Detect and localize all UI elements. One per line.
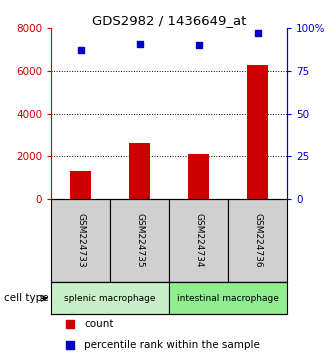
Text: GSM224734: GSM224734 xyxy=(194,213,203,268)
Bar xyxy=(228,199,287,282)
Text: GSM224735: GSM224735 xyxy=(135,213,144,268)
Bar xyxy=(169,282,287,314)
Text: count: count xyxy=(84,319,114,329)
Bar xyxy=(169,199,228,282)
Text: GSM224736: GSM224736 xyxy=(253,213,262,268)
Point xyxy=(137,41,142,46)
Bar xyxy=(110,199,169,282)
Bar xyxy=(247,64,268,199)
Point xyxy=(255,30,260,36)
Title: GDS2982 / 1436649_at: GDS2982 / 1436649_at xyxy=(92,14,246,27)
Bar xyxy=(70,171,91,199)
Point xyxy=(196,42,201,48)
Bar xyxy=(188,154,209,199)
Point xyxy=(67,321,73,327)
Text: splenic macrophage: splenic macrophage xyxy=(64,294,156,303)
Bar xyxy=(129,143,150,199)
Text: percentile rank within the sample: percentile rank within the sample xyxy=(84,339,260,350)
Text: GSM224733: GSM224733 xyxy=(76,213,85,268)
Text: cell type: cell type xyxy=(4,293,48,303)
Bar xyxy=(51,199,110,282)
Point xyxy=(78,48,83,53)
Text: intestinal macrophage: intestinal macrophage xyxy=(177,294,279,303)
Bar xyxy=(51,282,169,314)
Point xyxy=(67,342,73,348)
